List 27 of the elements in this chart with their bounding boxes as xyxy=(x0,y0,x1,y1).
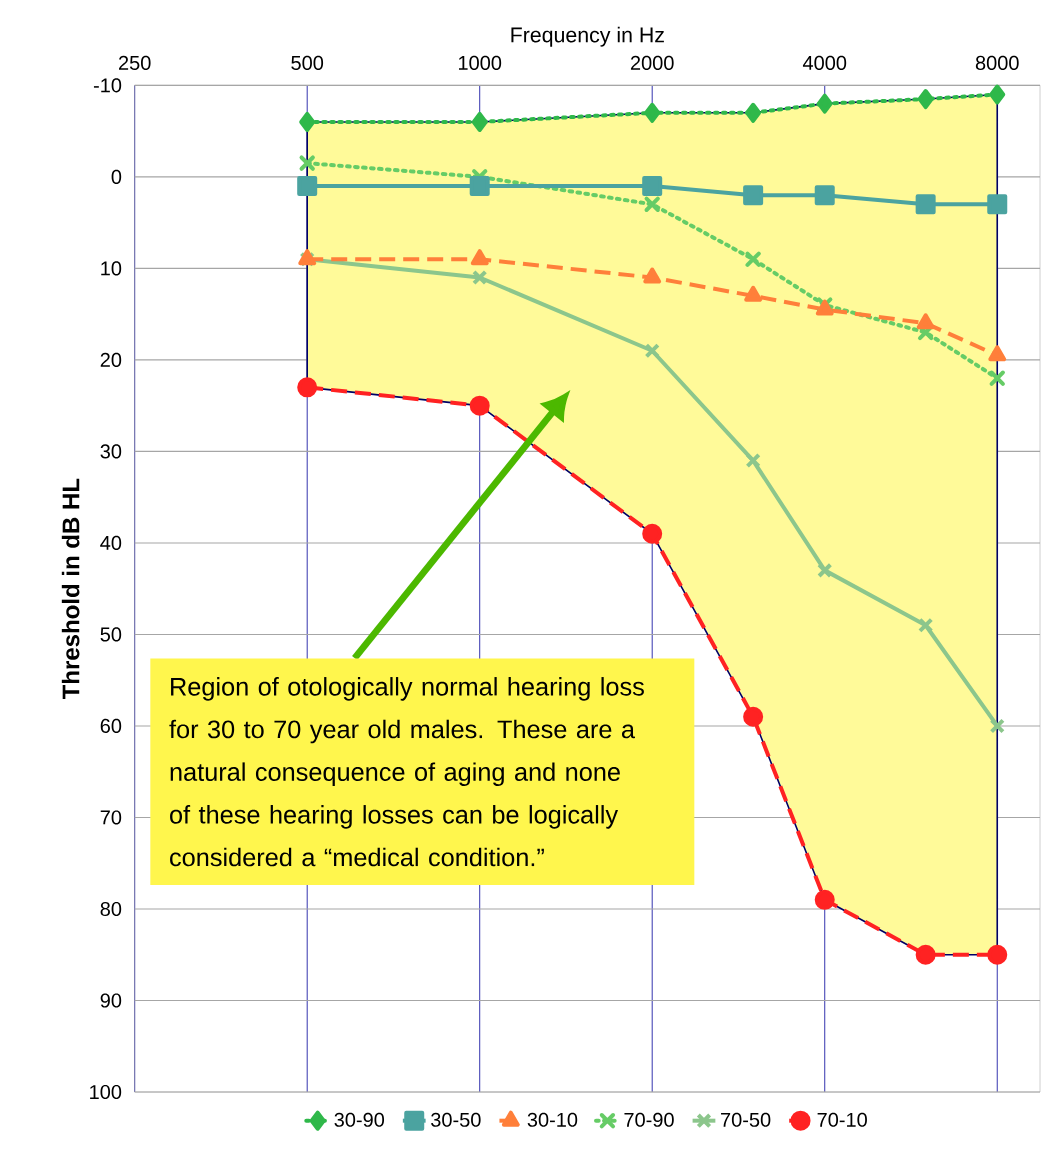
x-tick-label: 500 xyxy=(291,55,324,70)
y-tick-label: 40 xyxy=(100,535,122,550)
legend-label: 70-50 xyxy=(721,1112,771,1127)
legend-label: 30-10 xyxy=(527,1112,578,1127)
legend-label: 30-50 xyxy=(431,1112,481,1127)
y-tick-label: 90 xyxy=(100,993,122,1008)
x-tick-label: 2000 xyxy=(630,55,674,70)
x-axis-title: Frequency in Hz xyxy=(511,26,664,47)
x-tick-label: 4000 xyxy=(802,55,847,70)
x-tick-label: 250 xyxy=(119,55,151,70)
y-tick-label: 10 xyxy=(101,261,122,276)
y-tick-label: 70 xyxy=(100,810,122,825)
y-tick-label: 20 xyxy=(100,352,122,367)
y-tick-label: 50 xyxy=(100,627,122,642)
y-tick-label: -10 xyxy=(93,78,122,93)
y-axis-title: Threshold in dB HL xyxy=(61,478,80,700)
x-tick-label: 1000 xyxy=(458,55,502,70)
y-tick-label: 80 xyxy=(100,901,122,917)
annotation: Region of otologically normal hearing loss for 30 to 70 year old males. These are a natural consequence of aging and none of these hearing losses can be logically considered a “medical condition.” xyxy=(169,677,644,867)
y-tick-label: 30 xyxy=(100,444,122,459)
y-tick-label: 100 xyxy=(90,1084,122,1100)
x-tick-label: 8000 xyxy=(975,55,1019,70)
y-tick-label: 60 xyxy=(100,718,122,734)
legend-label: 70-10 xyxy=(817,1112,867,1127)
legend-label: 30-90 xyxy=(334,1112,385,1127)
y-tick-label: 0 xyxy=(111,169,122,184)
legend-label: 70-90 xyxy=(624,1112,674,1127)
